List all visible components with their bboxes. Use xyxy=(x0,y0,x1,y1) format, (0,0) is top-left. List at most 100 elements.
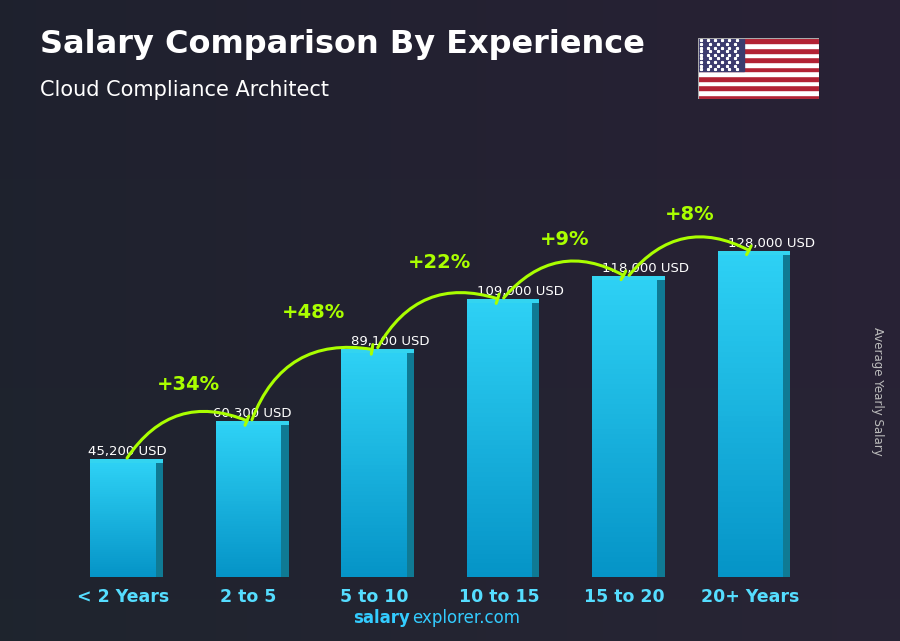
Bar xyxy=(467,440,532,445)
Bar xyxy=(216,469,281,471)
Bar xyxy=(717,572,783,577)
Bar xyxy=(467,340,532,344)
Bar xyxy=(90,505,156,507)
Text: 128,000 USD: 128,000 USD xyxy=(727,237,814,250)
Bar xyxy=(341,562,407,566)
Bar xyxy=(467,513,532,517)
Bar xyxy=(717,432,783,438)
Bar xyxy=(467,426,532,431)
Bar xyxy=(341,554,407,558)
Bar xyxy=(467,568,532,572)
Text: +9%: +9% xyxy=(540,230,590,249)
Bar xyxy=(90,494,156,495)
Bar xyxy=(717,352,783,357)
Bar xyxy=(90,503,156,505)
Bar xyxy=(216,552,281,554)
Bar xyxy=(216,559,281,562)
Text: 109,000 USD: 109,000 USD xyxy=(477,285,563,297)
Bar xyxy=(698,85,819,90)
Bar xyxy=(592,488,657,493)
Bar xyxy=(717,497,783,502)
Bar xyxy=(90,537,156,539)
Bar xyxy=(90,533,156,535)
Bar xyxy=(717,298,783,304)
Bar xyxy=(341,540,407,544)
Bar xyxy=(90,539,156,541)
Bar xyxy=(90,511,156,513)
Bar xyxy=(90,507,156,509)
Bar xyxy=(592,572,657,577)
Bar xyxy=(216,474,281,476)
Bar xyxy=(341,387,407,390)
Bar xyxy=(90,484,156,486)
Bar xyxy=(341,357,407,360)
Bar xyxy=(698,48,819,53)
Bar xyxy=(341,446,407,450)
Text: salary: salary xyxy=(353,609,410,627)
Bar xyxy=(698,43,819,48)
Bar xyxy=(592,414,657,419)
Bar xyxy=(90,497,156,499)
Bar xyxy=(341,510,407,513)
Bar xyxy=(592,433,657,438)
Bar xyxy=(717,518,783,523)
Bar xyxy=(592,315,657,320)
Bar xyxy=(467,367,532,372)
Bar xyxy=(592,557,657,562)
Bar xyxy=(592,345,657,349)
Bar xyxy=(717,464,783,470)
Bar xyxy=(592,394,657,399)
Bar xyxy=(717,389,783,395)
Bar xyxy=(592,296,657,300)
Bar xyxy=(90,518,156,520)
Bar xyxy=(341,405,407,409)
Bar xyxy=(90,465,156,467)
Bar xyxy=(156,463,163,577)
Bar xyxy=(341,435,407,439)
Bar xyxy=(216,445,281,448)
Bar xyxy=(216,564,281,567)
Bar xyxy=(592,360,657,365)
Bar xyxy=(717,309,783,314)
Bar xyxy=(717,438,783,443)
Text: +48%: +48% xyxy=(282,303,346,322)
Bar xyxy=(90,575,156,577)
Bar xyxy=(592,449,657,453)
Bar xyxy=(341,364,407,368)
Bar xyxy=(341,484,407,487)
Bar xyxy=(467,372,532,376)
Bar xyxy=(341,462,407,465)
Bar xyxy=(407,353,414,577)
Bar xyxy=(90,522,156,524)
Bar xyxy=(341,487,407,491)
Bar xyxy=(592,300,657,305)
Bar xyxy=(216,542,281,544)
Bar xyxy=(216,438,281,440)
Bar xyxy=(90,509,156,511)
Bar xyxy=(216,567,281,569)
Bar xyxy=(90,547,156,549)
Bar xyxy=(592,379,657,384)
Bar xyxy=(90,499,156,501)
Bar xyxy=(216,494,281,496)
Bar xyxy=(90,467,156,469)
Bar xyxy=(216,554,281,556)
Bar xyxy=(216,512,281,514)
Bar xyxy=(467,536,532,540)
Bar xyxy=(467,527,532,531)
Bar xyxy=(341,398,407,401)
Bar xyxy=(341,573,407,577)
Text: Cloud Compliance Architect: Cloud Compliance Architect xyxy=(40,80,329,100)
Bar xyxy=(592,542,657,547)
Bar xyxy=(592,498,657,503)
Bar xyxy=(467,353,532,358)
Bar xyxy=(592,453,657,458)
Bar xyxy=(467,331,532,335)
Bar xyxy=(341,547,407,551)
Bar xyxy=(592,547,657,552)
Bar xyxy=(216,431,281,433)
Bar xyxy=(467,312,532,317)
Bar xyxy=(216,463,281,466)
Bar xyxy=(717,561,783,566)
Bar xyxy=(341,528,407,532)
